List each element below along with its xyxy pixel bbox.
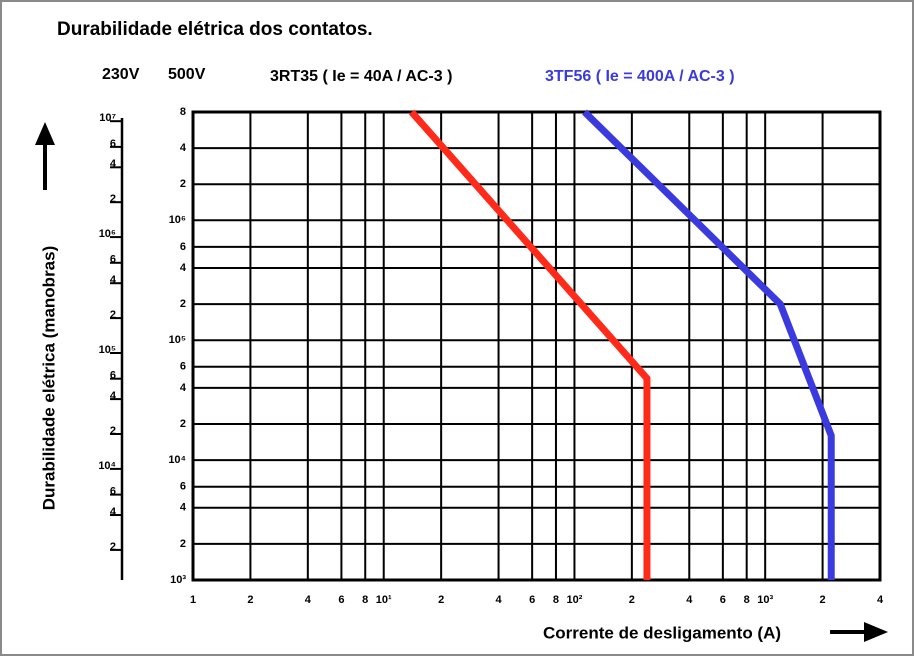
y2-tick-label: 6 [110,486,116,498]
y-tick-label: 2 [180,298,186,310]
x-tick-label: 10³ [757,594,773,606]
y-tick-label: 6 [180,241,186,253]
series-line [408,109,651,580]
x-tick-label: 10² [566,594,582,606]
x-tick-label: 6 [720,594,726,606]
y-tick-label: 10⁵ [169,334,186,346]
x-tick-label: 4 [686,594,693,606]
y-tick-label: 4 [180,382,187,394]
y-tick-label: 10³ [170,574,186,586]
y-tick-label: 2 [180,418,186,430]
y2-tick-label: 2 [110,193,116,205]
x-tick-label: 4 [305,594,312,606]
arrow-right [830,622,888,642]
x-tick-label: 2 [247,594,253,606]
y2-tick-label: 10⁴ [98,460,116,472]
y2-tick-label: 4 [110,158,117,170]
scale-label: 230V [102,66,140,83]
y2-tick-label: 2 [110,541,116,553]
y-tick-label: 4 [180,142,187,154]
x-axis-label: Corrente de desligamento (A) [543,623,781,642]
y-tick-label: 4 [180,262,187,274]
x-tick-label: 2 [629,594,635,606]
x-tick-label: 2 [820,594,826,606]
x-tick-label: 4 [877,594,884,606]
y-tick-label: 2 [180,538,186,550]
x-tick-label: 8 [553,594,559,606]
y2-tick-label: 10⁷ [99,112,116,124]
x-tick-label: 10¹ [376,594,392,606]
y2-tick-label: 6 [110,254,116,266]
plot-frame [191,110,882,582]
x-tick-label: 8 [744,594,750,606]
y-tick-label: 10⁴ [168,454,186,466]
y2-tick-label: 4 [110,274,117,286]
chart-title: Durabilidade elétrica dos contatos. [57,19,373,40]
x-tick-label: 6 [338,594,344,606]
y2-tick-label: 2 [110,425,116,437]
y-tick-label: 4 [180,502,187,514]
y2-tick-label: 6 [110,138,116,150]
x-tick-label: 6 [529,594,535,606]
y2-tick-label: 10⁵ [99,344,116,356]
y-tick-label: 6 [180,361,186,373]
y-tick-label: 10⁶ [169,214,186,226]
y-axis-label: Durabilidade elétrica (manobras) [39,246,58,511]
x-tick-label: 1 [190,594,196,606]
y2-tick-label: 4 [110,390,117,402]
y2-tick-label: 6 [110,370,116,382]
y2-tick-label: 2 [110,309,116,321]
x-tick-label: 2 [438,594,444,606]
y-tick-label: 2 [180,178,186,190]
arrow-up [35,122,55,190]
x-tick-label: 4 [495,594,502,606]
x-tick-label: 8 [362,594,368,606]
y2-tick-label: 4 [110,506,117,518]
y-tick-label: 6 [180,481,186,493]
legend-label: 3TF56 ( Ie = 400A / AC-3 ) [545,68,735,85]
y-tick-label: 8 [180,106,186,118]
scale-label: 500V [168,66,206,83]
y2-tick-label: 10⁶ [99,228,116,240]
legend-label: 3RT35 ( Ie = 40A / AC-3 ) [270,68,452,85]
series-line [582,109,835,580]
